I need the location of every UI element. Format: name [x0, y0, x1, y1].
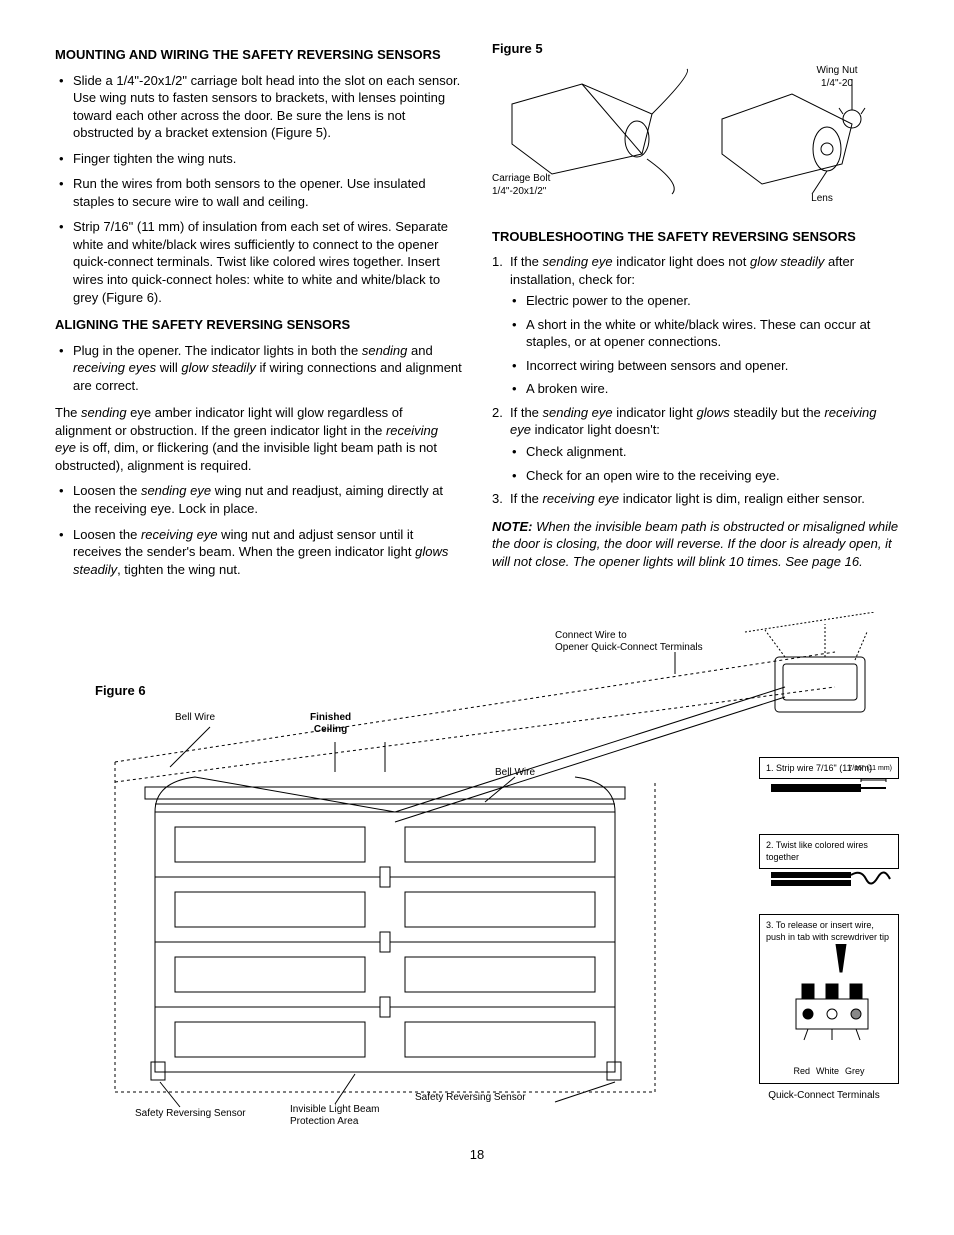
bullet: Strip 7/16" (11 mm) of insulation from e… [55, 218, 462, 306]
label-connect-wire: Connect Wire to Opener Quick-Connect Ter… [555, 630, 703, 654]
bullet: Run the wires from both sensors to the o… [55, 175, 462, 210]
inset-strip-wire: 1. Strip wire 7/16" (11 mm) 7/16" (11 mm… [759, 757, 899, 779]
label-grey: Grey [845, 1066, 865, 1076]
label-srs-right: Safety Reversing Sensor [415, 1092, 526, 1104]
bullet: Loosen the receiving eye wing nut and ad… [55, 526, 462, 579]
inset-twist-wires: 2. Twist like colored wires together [759, 834, 899, 868]
aligning-para: The sending eye amber indicator light wi… [55, 404, 462, 474]
label-srs-left: Safety Reversing Sensor [135, 1108, 246, 1120]
mounting-bullets: Slide a 1/4"-20x1/2" carriage bolt head … [55, 72, 462, 307]
troubleshoot-list: If the sending eye indicator light does … [492, 253, 899, 508]
label-qct: Quick-Connect Terminals [749, 1090, 899, 1102]
troubleshoot-item: If the sending eye indicator light glows… [492, 404, 899, 484]
label-lens: Lens [792, 192, 852, 206]
sub-bullet: A broken wire. [510, 380, 899, 398]
inset-quick-connect: 3. To release or insert wire, push in ta… [759, 914, 899, 1084]
bullet: Finger tighten the wing nuts. [55, 150, 462, 168]
bullet: Slide a 1/4"-20x1/2" carriage bolt head … [55, 72, 462, 142]
label-red: Red [793, 1066, 810, 1076]
inset2-svg [766, 864, 894, 892]
sub-bullet: A short in the white or white/black wire… [510, 316, 899, 351]
sub-bullet: Check alignment. [510, 443, 899, 461]
heading-troubleshooting: TROUBLESHOOTING THE SAFETY REVERSING SEN… [492, 228, 899, 246]
troubleshoot-item: If the sending eye indicator light does … [492, 253, 899, 398]
heading-aligning: ALIGNING THE SAFETY REVERSING SENSORS [55, 316, 462, 334]
label-carriage-bolt: Carriage Bolt 1/4"-20x1/2" [492, 172, 582, 199]
label-wing-nut: Wing Nut 1/4"-20 [792, 64, 882, 91]
right-column: Figure 5 [492, 40, 899, 588]
troubleshoot-item: If the receiving eye indicator light is … [492, 490, 899, 508]
sub-bullet: Check for an open wire to the receiving … [510, 467, 899, 485]
figure-6: Figure 6 [55, 612, 899, 1132]
aligning-bullets-1: Plug in the opener. The indicator lights… [55, 342, 462, 395]
bullet: Loosen the sending eye wing nut and read… [55, 482, 462, 517]
inset1-svg [766, 774, 894, 800]
heading-mounting: MOUNTING AND WIRING THE SAFETY REVERSING… [55, 46, 462, 64]
figure-5: Carriage Bolt 1/4"-20x1/2" Wing Nut 1/4"… [492, 64, 899, 214]
figure-5-label: Figure 5 [492, 40, 899, 58]
label-finished-ceiling: Finished Ceiling [310, 712, 351, 736]
aligning-bullets-2: Loosen the sending eye wing nut and read… [55, 482, 462, 578]
inset3-svg [766, 944, 894, 1044]
label-white: White [816, 1066, 839, 1076]
bullet: Plug in the opener. The indicator lights… [55, 342, 462, 395]
sub-bullet: Electric power to the opener. [510, 292, 899, 310]
sub-bullet: Incorrect wiring between sensors and ope… [510, 357, 899, 375]
label-bell-wire-1: Bell Wire [175, 712, 215, 724]
label-bell-wire-2: Bell Wire [495, 767, 535, 779]
page-number: 18 [55, 1146, 899, 1164]
label-beam-area: Invisible Light Beam Protection Area [290, 1104, 380, 1128]
note-paragraph: NOTE: When the invisible beam path is ob… [492, 518, 899, 571]
left-column: MOUNTING AND WIRING THE SAFETY REVERSING… [55, 40, 462, 588]
